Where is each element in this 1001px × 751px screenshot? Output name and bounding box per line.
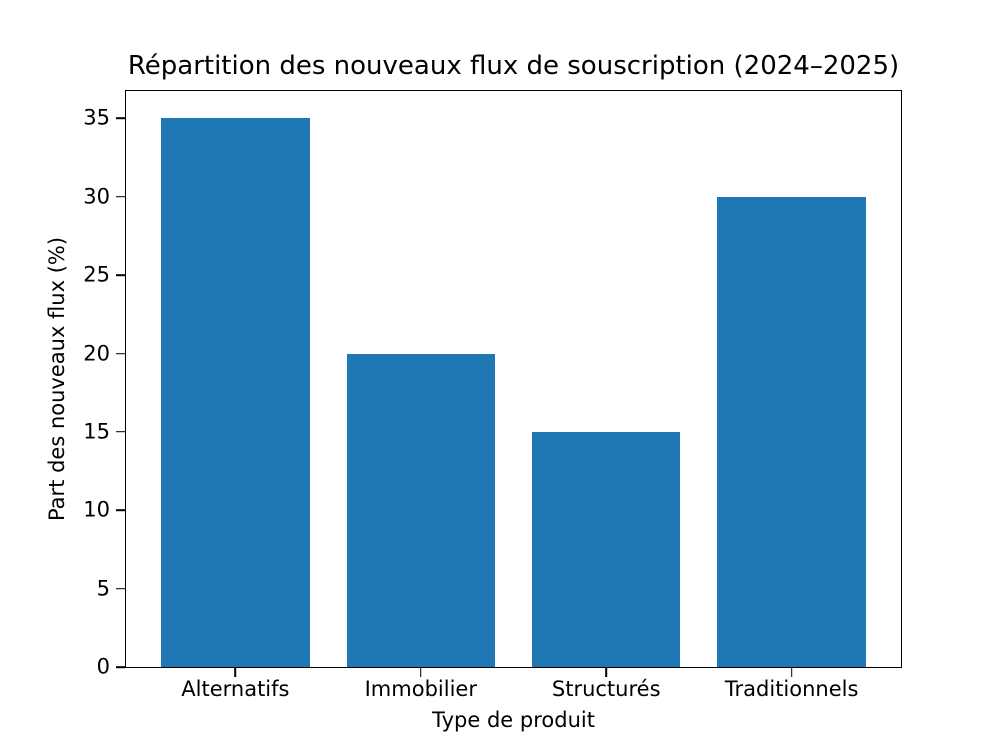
bar-alternatifs <box>161 118 310 667</box>
x-tick-mark <box>419 668 422 677</box>
y-tick-mark <box>116 509 125 512</box>
y-tick-label: 5 <box>96 576 110 601</box>
y-tick-label: 20 <box>83 341 110 366</box>
y-tick-mark <box>116 117 125 120</box>
x-tick-mark <box>790 668 793 677</box>
y-tick-label: 10 <box>83 497 110 522</box>
chart-title: Répartition des nouveaux flux de souscri… <box>127 51 900 81</box>
y-tick-mark <box>116 431 125 433</box>
plot-area: Alternatifs Immobilier Structurés Tradition… <box>83 90 902 700</box>
y-tick-label: 25 <box>83 262 110 287</box>
y-tick-mark <box>116 352 125 355</box>
x-tick-mark <box>605 668 607 677</box>
y-tick-mark <box>116 195 125 198</box>
y-tick-mark <box>116 666 125 668</box>
x-axis-label: Type de produit <box>432 708 595 732</box>
x-tick-label: Structurés <box>551 677 661 701</box>
bar-structurés <box>532 431 681 667</box>
y-tick-label: 35 <box>83 105 110 130</box>
y-tick-mark <box>116 274 125 276</box>
x-tick-label: Traditionnels <box>724 677 859 701</box>
x-tick-mark <box>234 668 237 677</box>
y-tick-label: 30 <box>83 184 110 209</box>
bar-immobilier <box>346 353 495 667</box>
bar-traditionnels <box>717 196 866 667</box>
x-tick-label: Alternatifs <box>181 677 290 701</box>
y-tick-mark <box>116 587 125 590</box>
y-tick-label: 0 <box>96 654 110 679</box>
y-tick-label: 15 <box>83 419 110 444</box>
x-tick-label: Immobilier <box>364 677 477 701</box>
